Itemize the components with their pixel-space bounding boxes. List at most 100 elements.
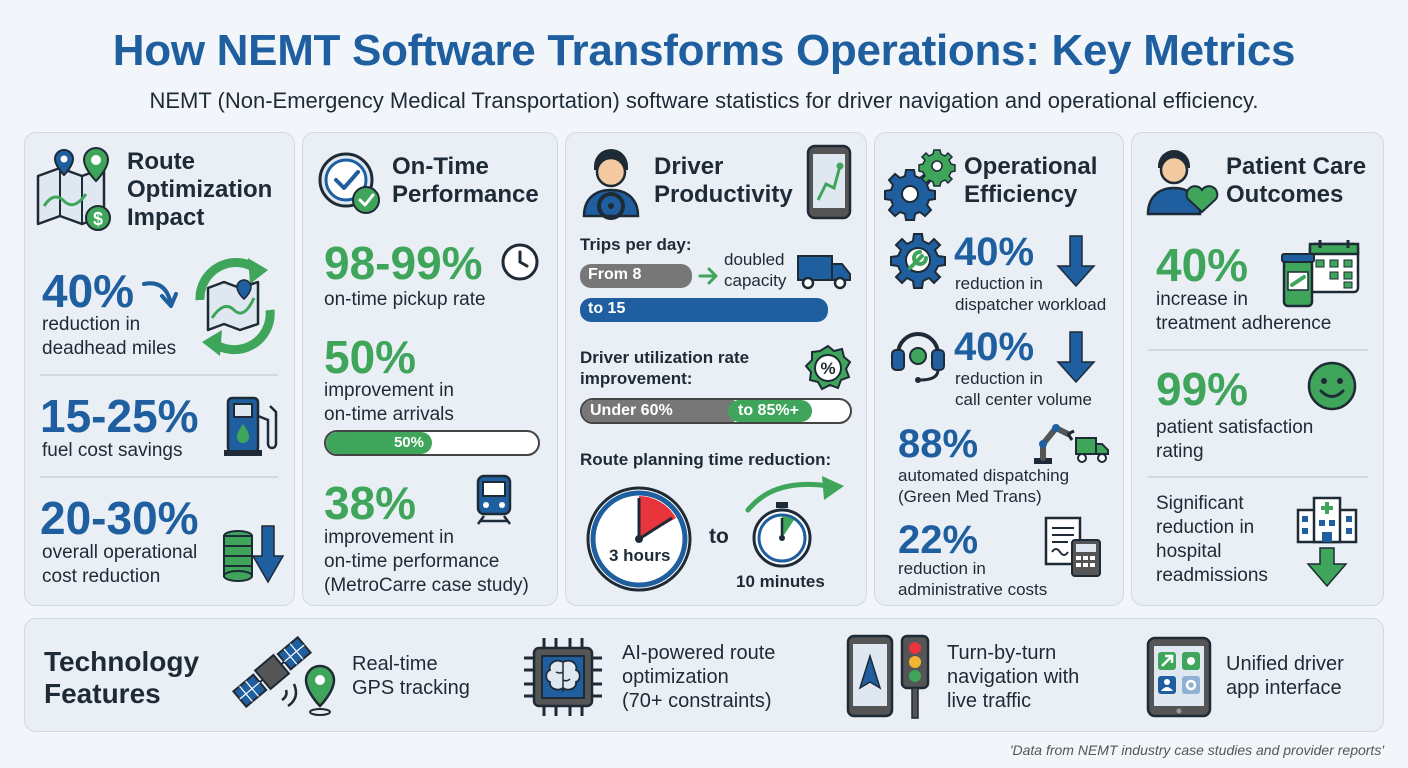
ai-chip-brain-icon — [524, 638, 602, 716]
clock-3-hours-icon — [586, 486, 692, 592]
progress-label: 50% — [393, 434, 424, 451]
ops-metric-value: 40% — [954, 230, 1035, 274]
ops-metric-value: 22% — [898, 518, 979, 562]
trips-to-bar: to 15 — [580, 298, 828, 322]
trips-from-bar: From 8 — [580, 264, 692, 288]
ops-metric-label: reduction in administrative costs — [898, 558, 1047, 600]
label-line: reduction in — [898, 559, 986, 578]
label-line: overall operational — [42, 542, 198, 563]
util-to-label: to 85%+ — [738, 402, 799, 419]
phone-traffic-light-icon — [846, 634, 930, 719]
label-line: Significant — [1156, 493, 1244, 514]
util-to-segment: to 85%+ — [728, 400, 812, 422]
ontime-heading-line: Performance — [392, 181, 539, 208]
down-arrow-icon — [1056, 331, 1096, 384]
ontime-heading: On-Time Performance — [392, 153, 539, 209]
ontime-metric-value: 38% — [324, 477, 417, 529]
route-heading-line: Impact — [127, 204, 205, 231]
label-line: administrative costs — [898, 580, 1048, 599]
ontime-metric-label: improvement in on-time arrivals — [324, 379, 454, 427]
hospital-down-arrow-icon — [1296, 496, 1358, 588]
pill-bottle-calendar-icon — [1281, 240, 1360, 308]
patient-metric-label: patient satisfaction rating — [1156, 416, 1313, 464]
page-subtitle: NEMT (Non-Emergency Medical Transportati… — [149, 88, 1259, 113]
patient-metric-value: 99% — [1156, 363, 1249, 415]
divider — [40, 374, 278, 376]
label-line: reduction in — [1156, 517, 1255, 538]
ontime-metric-value: 98-99% — [324, 237, 483, 289]
on-time-performance-card — [302, 132, 558, 606]
ontime-metric-value: 50% — [324, 331, 417, 383]
patient-metric-label: increase in treatment adherence — [1156, 288, 1331, 336]
tablet-app-icon — [1146, 636, 1212, 718]
gears-icon — [884, 149, 956, 221]
trips-from-label: From 8 — [588, 266, 642, 283]
recycle-map-icon — [195, 257, 275, 356]
label-line: on-time arrivals — [324, 404, 454, 425]
fuel-pump-icon — [224, 396, 278, 456]
label-line: rating — [1156, 441, 1204, 462]
route-map-icon: $ — [36, 146, 111, 231]
tech-heading-line: Technology — [44, 646, 200, 677]
label-line: reduction in — [955, 274, 1043, 293]
utilization-bar: Under 60% to 85%+ — [580, 398, 852, 424]
plan-from-label: 3 hours — [607, 545, 673, 566]
label-line: Driver utilization rate — [580, 348, 750, 367]
percent-glyph: % — [820, 359, 835, 378]
ontime-heading-line: On-Time — [392, 153, 489, 180]
dollar-glyph: $ — [93, 209, 103, 229]
ops-metric-value: 40% — [954, 325, 1035, 369]
right-arrow-icon — [698, 267, 718, 285]
label-line: AI-powered route — [622, 642, 776, 664]
robot-arm-truck-icon — [1034, 424, 1109, 464]
driver-heading-line: Productivity — [654, 181, 793, 208]
ops-metric-value: 88% — [898, 422, 979, 466]
label-line: dispatcher workload — [955, 295, 1107, 314]
smiley-icon — [1307, 361, 1357, 411]
ops-heading: Operational Efficiency — [964, 153, 1097, 209]
label-line: deadhead miles — [42, 338, 177, 359]
coins-down-arrow-icon — [223, 525, 285, 584]
ops-metric-label: reduction in call center volume — [955, 368, 1092, 410]
label-line: hospital — [1156, 541, 1222, 562]
label-line: capacity — [724, 271, 787, 290]
label-line: app interface — [1226, 677, 1342, 699]
tech-feature-navigation: Turn-by-turn navigation with live traffi… — [947, 641, 1079, 713]
label-line: cost reduction — [42, 566, 161, 587]
route-metric-value: 20-30% — [40, 492, 199, 544]
util-title: Driver utilization rate improvement: — [580, 347, 749, 389]
label-line: optimization — [622, 666, 729, 688]
label-line: doubled — [724, 250, 785, 269]
label-line: increase in — [1156, 289, 1248, 310]
label-line: live traffic — [947, 690, 1032, 712]
label-line: (Green Med Trans) — [898, 487, 1042, 506]
driver-heading-line: Driver — [654, 153, 724, 180]
util-from-segment: Under 60% — [582, 400, 734, 422]
divider — [1148, 349, 1368, 351]
label-line: Turn-by-turn — [947, 642, 1057, 664]
label-line: Unified driver — [1226, 653, 1344, 675]
ops-heading-line: Efficiency — [964, 181, 1078, 208]
label-line: automated dispatching — [898, 466, 1070, 485]
tech-feature-gps: Real-time GPS tracking — [352, 652, 470, 700]
plan-title: Route planning time reduction: — [580, 450, 832, 469]
label-line: call center volume — [955, 390, 1093, 409]
ops-metric-label: automated dispatching (Green Med Trans) — [898, 465, 1069, 507]
label-line: treatment adherence — [1156, 313, 1332, 334]
label-line: reduction in — [955, 369, 1043, 388]
label-line: improvement in — [324, 380, 454, 401]
label-line: readmissions — [1156, 565, 1268, 586]
label-line: GPS tracking — [352, 677, 470, 699]
label-line: (70+ constraints) — [622, 690, 772, 712]
train-icon — [476, 474, 512, 525]
patient-metric-value: 40% — [1156, 239, 1249, 291]
route-metric-label: overall operational cost reduction — [42, 541, 197, 589]
label-line: patient satisfaction — [1156, 417, 1314, 438]
route-metric-label: reduction in deadhead miles — [42, 313, 176, 361]
patient-heading: Patient Care Outcomes — [1226, 153, 1366, 209]
trips-note: doubled capacity — [724, 249, 786, 291]
label-line: reduction in — [42, 314, 141, 335]
stopwatch-icon — [501, 243, 539, 281]
divider — [1148, 476, 1368, 478]
route-metric-value: 15-25% — [40, 390, 199, 442]
